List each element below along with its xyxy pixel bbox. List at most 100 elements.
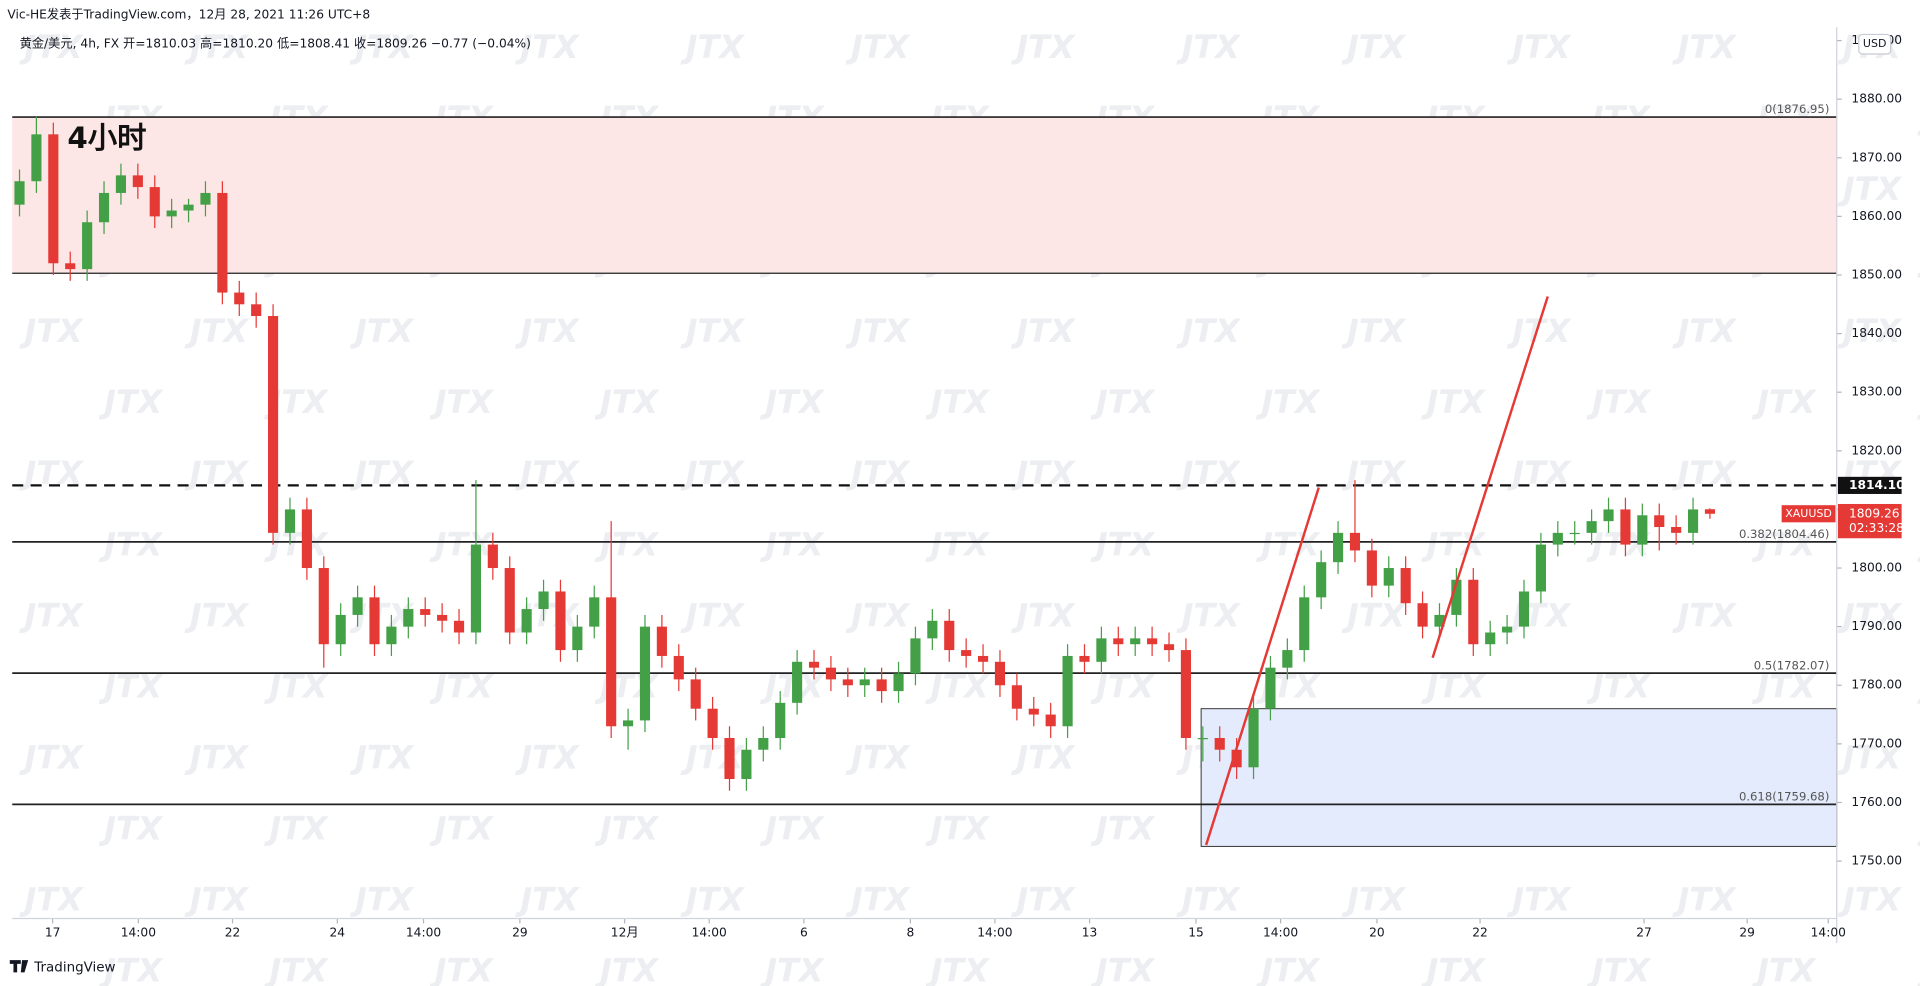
candle-body <box>1417 603 1428 627</box>
watermark: JTX <box>1010 28 1076 66</box>
watermark: JTX <box>184 596 250 634</box>
candle-body <box>1535 544 1546 592</box>
candle-body <box>808 661 820 668</box>
watermark: JTX <box>98 383 164 421</box>
candle-body <box>115 175 127 193</box>
candle-body <box>606 597 617 727</box>
watermark: JTX <box>1176 454 1242 492</box>
countdown: 02:33:28 <box>1849 521 1904 535</box>
candle-body <box>927 620 938 639</box>
watermark: JTX <box>594 525 660 563</box>
watermark: JTX <box>1837 738 1903 776</box>
annotation: 4小时 <box>67 121 146 155</box>
watermark: JTX <box>680 312 746 350</box>
trend-line <box>1431 296 1549 659</box>
watermark: JTX <box>1672 880 1738 918</box>
candle-body <box>1654 515 1665 528</box>
candle-body <box>437 614 448 621</box>
candle-body <box>166 210 177 217</box>
candle-body <box>132 175 143 188</box>
candle-body <box>538 591 549 610</box>
watermark: JTX <box>1586 951 1652 986</box>
resistance-label: 1814.10 <box>1849 478 1905 492</box>
candle-body <box>1214 737 1225 750</box>
candle-body <box>639 626 651 721</box>
candle-body <box>758 737 769 750</box>
candle-body <box>48 134 59 264</box>
candle-body <box>589 597 600 627</box>
candle-body <box>301 509 312 569</box>
level-label: 0.618(1759.68) <box>1739 789 1829 803</box>
watermark: JTX <box>1837 880 1903 918</box>
currency-badge <box>1858 33 1892 55</box>
watermark: JTX <box>1751 383 1817 421</box>
x-tick-label: 29 <box>512 926 528 940</box>
candle-body <box>403 609 414 627</box>
x-tick-label: 14:00 <box>977 926 1012 940</box>
watermark: JTX <box>1341 312 1407 350</box>
candle-body <box>1468 579 1479 645</box>
x-tick-label: 8 <box>906 926 914 940</box>
watermark: JTX <box>1176 596 1242 634</box>
x-tick-label: 14:00 <box>692 926 727 940</box>
watermark: JTX <box>1421 951 1487 986</box>
watermark: JTX <box>1421 383 1487 421</box>
watermark: JTX <box>1341 596 1407 634</box>
y-tick-label: 1800.00 <box>1851 561 1902 575</box>
candle-body <box>1130 638 1141 645</box>
watermark: JTX <box>349 880 415 918</box>
plot <box>12 39 1842 924</box>
candle-body <box>1637 515 1648 545</box>
candle-body <box>14 181 25 205</box>
candle-body <box>504 568 515 633</box>
watermark: JTX <box>845 596 911 634</box>
watermark: JTX <box>1176 28 1242 66</box>
candle-body <box>98 192 110 223</box>
watermark: JTX <box>1090 809 1156 847</box>
candle-body <box>1349 532 1361 551</box>
watermark: JTX <box>1586 383 1652 421</box>
candle-body <box>31 134 42 182</box>
level-label: 0(1876.95) <box>1765 102 1830 116</box>
candle-body <box>420 609 431 615</box>
watermark: JTX <box>184 312 250 350</box>
watermark: JTX <box>1090 525 1156 563</box>
y-tick-label: 1780.00 <box>1851 678 1902 692</box>
y-tick-label: 1840.00 <box>1851 326 1902 340</box>
watermark: JTX <box>759 809 825 847</box>
series-name: XAUUSD <box>1785 507 1832 520</box>
watermark: JTX <box>263 809 329 847</box>
watermark: JTX <box>1672 596 1738 634</box>
candle-body <box>65 263 76 270</box>
watermark: JTX <box>680 596 746 634</box>
candle-body <box>572 626 583 651</box>
watermark: JTX <box>184 738 250 776</box>
candle-body <box>318 568 329 645</box>
x-tick-label: 24 <box>330 926 346 940</box>
x-tick-label: 6 <box>800 926 808 940</box>
watermark: JTX <box>18 28 84 66</box>
watermark: JTX <box>594 951 660 986</box>
candle-body <box>82 222 93 270</box>
candle-body <box>994 661 1006 686</box>
watermark: JTX <box>925 383 991 421</box>
watermark: JTX <box>184 454 250 492</box>
candle-body <box>673 655 684 680</box>
watermark: JTX <box>514 312 580 350</box>
candle-body <box>1400 568 1411 604</box>
watermark: JTX <box>18 880 84 918</box>
candle-body <box>487 544 498 569</box>
y-tick-label: 1880.00 <box>1851 92 1902 106</box>
candle-body <box>792 661 803 703</box>
watermark: JTX <box>1506 454 1572 492</box>
series-tag <box>1781 505 1836 523</box>
watermark: JTX <box>1010 880 1076 918</box>
candle-body <box>656 626 667 656</box>
watermark: JTX <box>1010 454 1076 492</box>
candle-body <box>1299 597 1310 651</box>
candle-body <box>1231 749 1242 768</box>
candle-body <box>149 187 160 217</box>
watermark: JTX <box>925 809 991 847</box>
